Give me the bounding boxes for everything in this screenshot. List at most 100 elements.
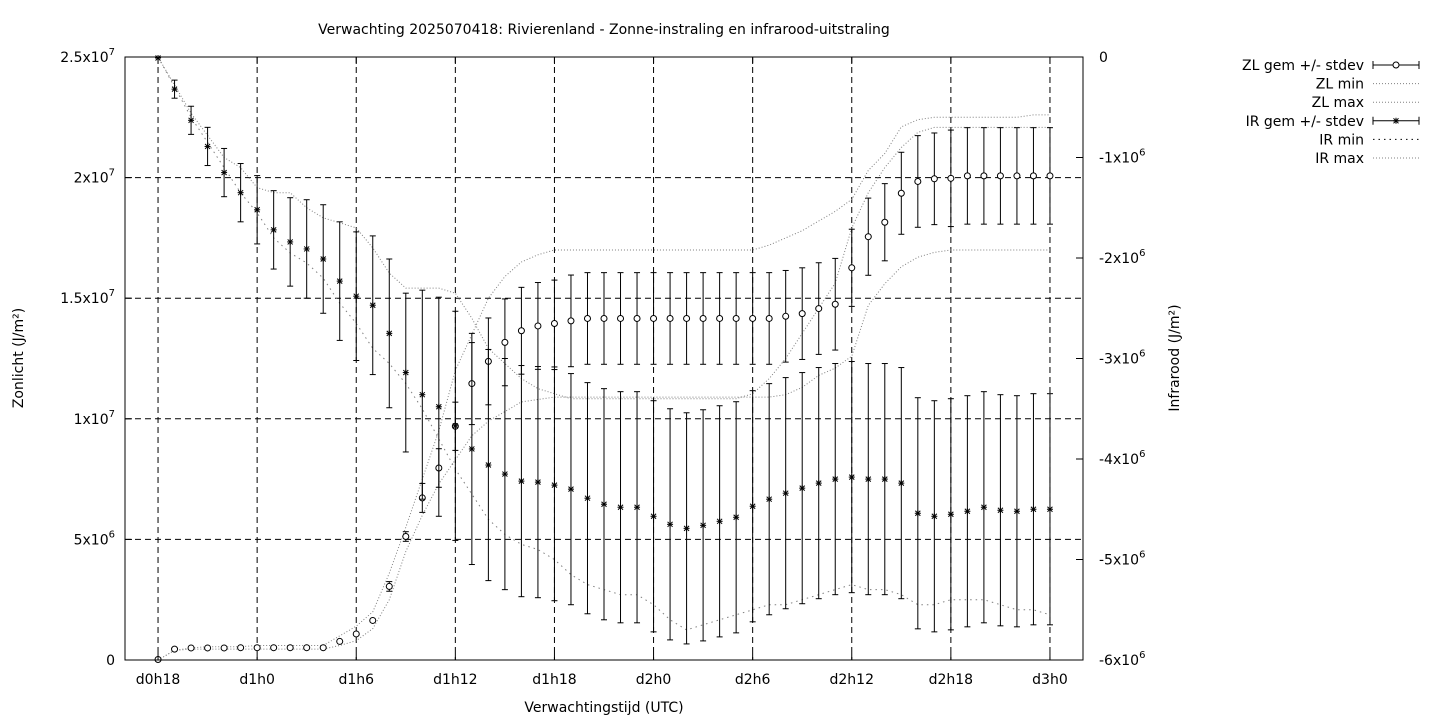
zl-mean-point xyxy=(930,175,938,183)
ir-star-stroke xyxy=(914,510,921,517)
x-tick-label: d2h6 xyxy=(735,672,771,688)
zl-mean-point xyxy=(369,616,377,624)
ir-mean-point xyxy=(931,513,938,520)
ir-star-stroke xyxy=(171,86,178,93)
zl-mean-point xyxy=(831,300,839,308)
ir-mean-point xyxy=(468,445,475,452)
zl-mean-point xyxy=(699,314,707,322)
ir-mean-point xyxy=(1013,508,1020,515)
ir-mean-point xyxy=(402,369,409,376)
y-tick-label: 2.5x107 xyxy=(60,47,115,66)
ir-mean-point xyxy=(898,480,905,487)
ir-mean-point xyxy=(1046,506,1053,513)
y2-tick-label: 0 xyxy=(1099,50,1108,66)
legend-label: IR gem +/- stdev xyxy=(1246,114,1364,130)
ir-star-stroke xyxy=(799,485,806,491)
axes: d0h18 d1h0 d1h6 d1h12 d1h18 d2h0 d2h6 d2h12 d2h1… xyxy=(60,47,1145,688)
ir-mean-point xyxy=(518,478,525,485)
ir-mean-point xyxy=(832,476,839,483)
ir-star-stroke xyxy=(386,330,393,337)
zl-mean-point xyxy=(270,644,278,652)
y2-tick-label: -3x106 xyxy=(1099,349,1145,368)
x-tick-label: d2h0 xyxy=(636,672,672,688)
ir-mean-point xyxy=(683,525,690,532)
y2-tick-label: -1x106 xyxy=(1099,148,1145,167)
x-tick-label: d3h0 xyxy=(1032,672,1068,688)
ir-star-stroke xyxy=(667,521,673,528)
zl-mean-point xyxy=(220,644,228,652)
ir-star-stroke xyxy=(997,507,1004,514)
y2-tick-label: -5x106 xyxy=(1099,550,1145,569)
zl-mean-point xyxy=(187,644,195,652)
zl-mean-point xyxy=(716,314,724,322)
zl-mean-point xyxy=(1046,172,1054,180)
ir-mean-point xyxy=(501,471,508,478)
zl-mean-point xyxy=(253,644,261,652)
x-tick-label: d0h18 xyxy=(136,672,180,688)
ir-star-stroke xyxy=(419,391,426,398)
ir-star-stroke xyxy=(964,508,971,515)
ir-star-stroke xyxy=(766,496,773,503)
zl-mean-point xyxy=(567,317,575,325)
ir-mean-point xyxy=(485,462,492,469)
ir-mean-point xyxy=(634,504,641,511)
ir-star-stroke xyxy=(336,278,343,284)
ir-star-stroke xyxy=(865,476,872,482)
zl-mean-point xyxy=(583,314,591,322)
ir-mean-point xyxy=(171,86,178,93)
ir-star-stroke xyxy=(782,490,789,497)
ir-mean-point xyxy=(221,169,228,176)
zl-mean-point xyxy=(864,233,872,241)
ir-mean-point xyxy=(980,504,987,511)
ir-mean-point xyxy=(534,479,541,486)
ir-star-stroke xyxy=(650,513,657,520)
zl-mean-point xyxy=(303,644,311,652)
zl-mean-point xyxy=(319,644,327,652)
ir-mean-point xyxy=(254,206,261,213)
ir-mean-point xyxy=(881,476,888,483)
ir-star-stroke xyxy=(270,227,277,233)
zl-mean-point xyxy=(765,314,773,322)
ir-mean-point xyxy=(733,514,740,521)
zl-mean-point xyxy=(633,314,641,322)
legend-label: IR min xyxy=(1319,132,1364,148)
ir-star-stroke xyxy=(435,403,442,410)
ir-star-stroke xyxy=(287,239,294,245)
zl-mean-point xyxy=(881,218,889,226)
zl-mean-point xyxy=(848,264,856,272)
zl-mean-point xyxy=(534,322,542,330)
ir-mean-point xyxy=(799,485,806,492)
ir-star-stroke xyxy=(502,471,508,477)
x-tick-label: d1h12 xyxy=(433,672,477,688)
x-axis-label: Verwachtingstijd (UTC) xyxy=(524,700,683,716)
ir-star-stroke xyxy=(485,462,492,468)
ir-star-stroke xyxy=(535,479,541,485)
ir-star-stroke xyxy=(981,504,987,511)
ir-mean-point xyxy=(601,501,607,508)
zl-mean-point xyxy=(600,314,608,322)
ir-star-stroke xyxy=(848,474,855,480)
ir-star-stroke xyxy=(683,525,690,532)
x-tick-label: d2h18 xyxy=(929,672,973,688)
zl-mean-point xyxy=(798,310,806,318)
ir-star-stroke xyxy=(1030,506,1037,513)
zl-mean-point xyxy=(980,172,988,180)
zl-mean-point xyxy=(402,533,410,541)
ir-star-stroke xyxy=(749,503,756,510)
ir-star-stroke xyxy=(568,486,574,493)
ir-mean-point xyxy=(386,330,393,337)
ir-mean-point xyxy=(584,495,591,502)
zl-mean-point xyxy=(385,582,393,590)
zl-mean-point xyxy=(1029,172,1037,180)
ir-star-stroke xyxy=(617,504,624,511)
ir-mean-point xyxy=(815,480,822,487)
zl-mean-point xyxy=(352,630,360,638)
zl-mean-point xyxy=(947,174,955,182)
ir-star-stroke xyxy=(303,246,310,252)
ir-star-stroke xyxy=(1014,508,1020,515)
ir-mean-point xyxy=(766,496,773,503)
ir-mean-point xyxy=(848,474,855,481)
ir-star-stroke xyxy=(204,143,211,150)
ir-star-stroke xyxy=(948,511,954,518)
zl-mean-point xyxy=(171,645,179,653)
